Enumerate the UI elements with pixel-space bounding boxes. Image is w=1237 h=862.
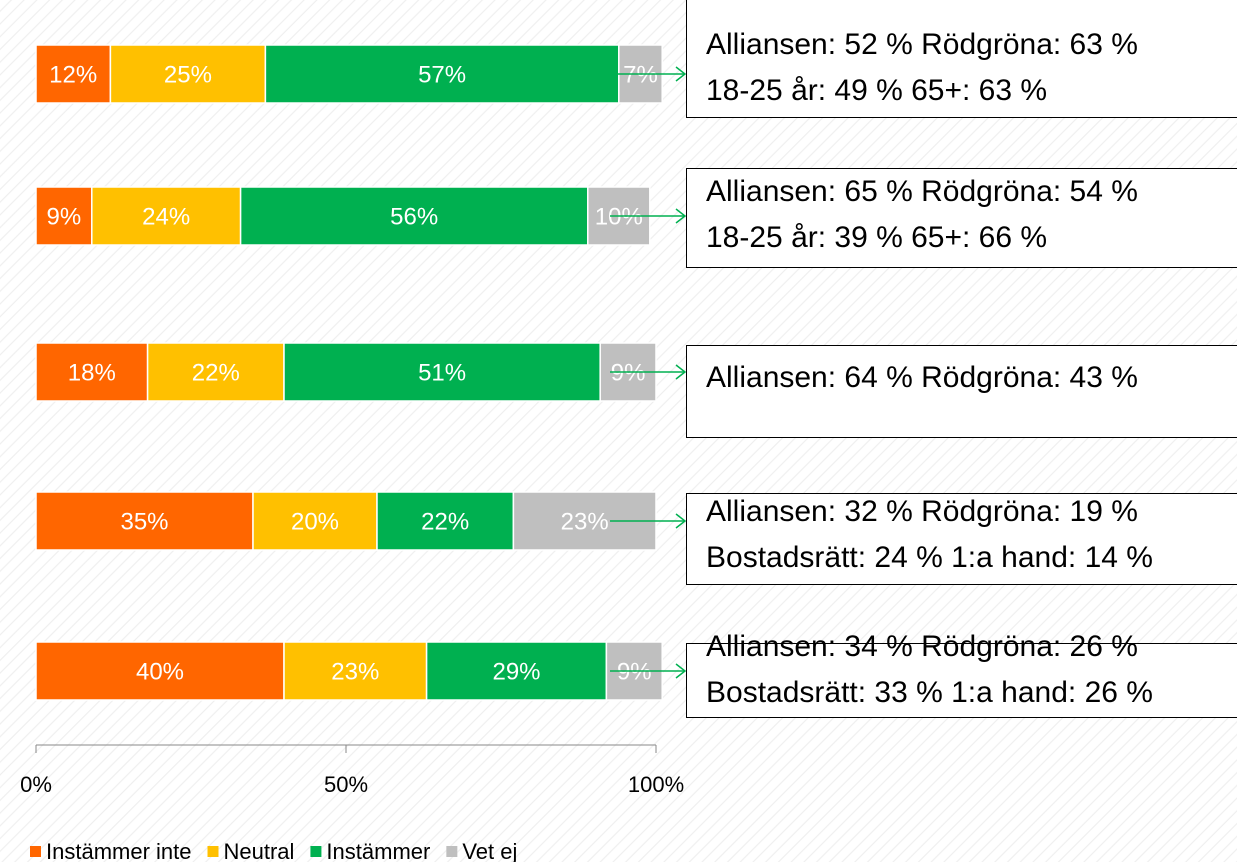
data-label: 35%: [120, 508, 168, 535]
bar-segment: [35, 342, 149, 402]
annotation: Alliansen: 64 % Rödgröna: 43 %: [706, 355, 1206, 401]
annotation-line: Alliansen: 52 % Rödgröna: 63 %: [706, 28, 1138, 61]
annotation: Alliansen: 34 % Rödgröna: 26 % Bostadsrät…: [706, 624, 1206, 716]
x-tick-label: 50%: [324, 772, 368, 797]
data-label: 23%: [331, 658, 379, 685]
legend-label: Instämmer: [326, 839, 430, 862]
arrow-head: [675, 663, 687, 679]
annotation-line: 18-25 år: 49 % 65+: 63 %: [706, 74, 1048, 107]
annotation-box: [686, 168, 1237, 268]
bar-segment: [35, 641, 285, 701]
annotation-line: Alliansen: 34 % Rödgröna: 26 %: [706, 630, 1138, 663]
annotation-line: 18-25 år: 39 % 65+: 66 %: [706, 221, 1048, 254]
bar-segment: [109, 44, 267, 104]
data-label: 56%: [390, 203, 438, 230]
data-label: 24%: [142, 203, 190, 230]
bar-segment: [35, 491, 254, 551]
data-label: 51%: [418, 359, 466, 386]
data-label: 20%: [291, 508, 339, 535]
bar-segment: [376, 491, 515, 551]
annotation: Alliansen: 32 % Rödgröna: 19 % Bostadsrät…: [706, 489, 1206, 581]
bar-segment: [35, 186, 93, 246]
data-label: 57%: [418, 61, 466, 88]
bar-segment: [146, 342, 285, 402]
data-label: 12%: [49, 61, 97, 88]
annotation: Alliansen: 52 % Rödgröna: 63 % 18-25 år: …: [706, 22, 1206, 114]
arrow-head: [675, 208, 687, 224]
legend-swatch: [30, 846, 41, 857]
data-label: 9%: [617, 658, 652, 685]
x-tick-label: 100%: [628, 772, 684, 797]
data-label: 22%: [192, 359, 240, 386]
data-label: 9%: [611, 359, 646, 386]
bar-segment: [283, 641, 428, 701]
annotation-box: [686, 493, 1237, 585]
annotation-line: Alliansen: 64 % Rödgröna: 43 %: [706, 361, 1138, 394]
data-label: 23%: [561, 508, 609, 535]
data-label: 29%: [492, 658, 540, 685]
annotation-box: [686, 345, 1237, 438]
arrow-head: [675, 66, 687, 82]
annotation-line: Bostadsrätt: 24 % 1:a hand: 14 %: [706, 541, 1153, 574]
bar-segment: [35, 44, 112, 104]
bar-segment: [252, 491, 378, 551]
annotation-box: [686, 643, 1237, 718]
legend-label: Vet ej: [462, 839, 517, 862]
legend-label: Neutral: [224, 839, 295, 862]
bar-segment: [425, 641, 608, 701]
legend-swatch: [446, 846, 458, 857]
data-label: 22%: [421, 508, 469, 535]
annotation-line: Bostadsrätt: 33 % 1:a hand: 26 %: [706, 676, 1153, 709]
annotation-line: Alliansen: 32 % Rödgröna: 19 %: [706, 495, 1138, 528]
data-label: 18%: [68, 359, 116, 386]
annotation-line: Alliansen: 65 % Rödgröna: 54 %: [706, 175, 1138, 208]
data-label: 25%: [164, 61, 212, 88]
legend-swatch: [207, 846, 219, 857]
data-label: 40%: [136, 658, 184, 685]
arrow-head: [675, 364, 687, 380]
legend-swatch: [310, 846, 322, 857]
x-tick-label: 0%: [20, 772, 52, 797]
legend-label: Instämmer inte: [46, 839, 192, 862]
annotation: Alliansen: 65 % Rödgröna: 54 % 18-25 år: …: [706, 169, 1206, 261]
data-label: 10%: [595, 203, 643, 230]
bar-segment: [91, 186, 242, 246]
data-label: 7%: [623, 61, 658, 88]
annotation-box: [686, 0, 1237, 118]
arrow-head: [675, 513, 687, 529]
data-label: 9%: [47, 203, 82, 230]
